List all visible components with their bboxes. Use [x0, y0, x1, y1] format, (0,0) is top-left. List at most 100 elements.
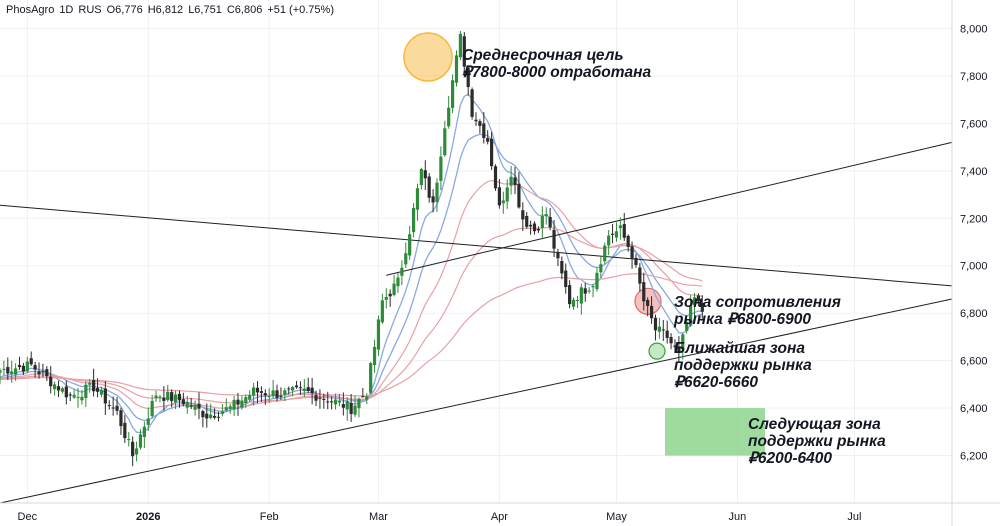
candle-body [579, 287, 583, 304]
annotation-line: Ближайшая зона [674, 340, 805, 357]
candle-body [322, 398, 326, 400]
candle-body [197, 403, 201, 409]
candle-body [568, 285, 572, 305]
resistance-annotation: Зона сопротивления рынка ₽6800-6900 [674, 294, 841, 328]
candle-body [587, 290, 591, 292]
trendline [386, 141, 953, 276]
candle-body [669, 337, 673, 344]
annotation-line: Зона сопротивления [674, 294, 841, 311]
candle-body [599, 264, 603, 273]
ohlc-low: L6,751 [188, 4, 222, 16]
time-tick-label: Jun [729, 511, 747, 523]
candle-body [692, 297, 697, 306]
candle-body [349, 402, 353, 414]
ma-red-fast [0, 180, 703, 410]
symbol-name: PhosAgro [6, 4, 55, 16]
candle-body [294, 385, 299, 388]
candle-body [92, 379, 96, 392]
candle-body [688, 305, 693, 326]
symbol-exchange: RUS [78, 4, 102, 16]
candle-body [330, 401, 334, 403]
candle-body [626, 235, 630, 247]
candle-body [540, 216, 544, 228]
candle-body [486, 138, 490, 142]
candle-body [134, 448, 139, 455]
candle-body [6, 367, 10, 374]
candle-body [76, 396, 80, 398]
time-axis[interactable]: Dec 2026 Feb Mar Apr May Jun Jul [0, 502, 1000, 523]
ohlc-close: C6,806 [226, 4, 263, 16]
candle-body [681, 334, 685, 350]
annotation-line: поддержки рынка [674, 357, 812, 374]
candle-body [458, 33, 462, 58]
candle-body [103, 388, 107, 404]
candle-body [583, 288, 587, 294]
candle-body [45, 369, 49, 377]
candle-body [470, 89, 474, 117]
candle-body [532, 223, 537, 232]
candle-body [275, 390, 279, 398]
time-tick-label: Mar [369, 511, 388, 523]
candle-body [607, 235, 611, 246]
candle-body [337, 400, 342, 403]
candle-body [189, 405, 193, 407]
candle-body [150, 400, 154, 416]
candle-body [193, 405, 197, 410]
candle-body [380, 300, 384, 323]
trendlines[interactable] [0, 141, 953, 504]
candle-body [306, 387, 310, 392]
candle-body [56, 386, 61, 391]
candle-body [263, 393, 267, 396]
candle-body [415, 188, 420, 210]
candle-body [123, 422, 127, 439]
candle-body [454, 55, 459, 83]
annotation-line: ₽7800-8000 отработана [462, 64, 652, 81]
time-tick-label: Feb [260, 511, 279, 523]
candle-body [298, 387, 303, 389]
time-tick-label: Jul [847, 511, 861, 523]
candle-body [357, 398, 361, 409]
candle-body [552, 229, 556, 249]
candle-body [345, 401, 349, 410]
candle-body [353, 405, 357, 415]
candle-body [0, 370, 2, 373]
candle-body [685, 322, 689, 331]
candle-body [80, 396, 84, 401]
candle-body [326, 401, 330, 403]
candle-body [408, 234, 412, 256]
candle-body [64, 386, 68, 398]
candle-body [318, 397, 322, 399]
candle-body [111, 407, 115, 409]
candle-body [216, 416, 221, 418]
candle-body [271, 390, 275, 397]
zones [403, 32, 765, 456]
candle-body [614, 231, 619, 238]
candle-body [310, 387, 314, 394]
candle-body [474, 119, 478, 122]
candle-body [372, 346, 377, 366]
ohlc-open: O6,776 [106, 4, 143, 16]
candle-body [25, 361, 29, 372]
candle-body [513, 177, 517, 186]
candle-body [68, 394, 72, 396]
candle-body [248, 394, 252, 400]
price-axis[interactable]: 6,200 6,400 6,600 6,800 7,000 7,200 7,400 7,600… [951, 0, 988, 526]
candle-body [435, 182, 439, 203]
candle-body [138, 434, 143, 448]
candle-body [560, 260, 564, 274]
candle-body [341, 404, 345, 408]
annotation-line: поддержки рынка [748, 433, 886, 450]
candle-body [142, 426, 146, 437]
candle-body [423, 170, 427, 179]
candle-body [529, 224, 533, 227]
candle-body [571, 299, 576, 307]
trendline [0, 298, 953, 504]
candle-body [2, 368, 6, 370]
candle-body [509, 176, 513, 186]
candle-body [314, 395, 318, 401]
candle-body [521, 210, 525, 220]
candle-body [673, 345, 677, 348]
candle-body [14, 368, 18, 375]
ma-red-slow [0, 273, 703, 397]
